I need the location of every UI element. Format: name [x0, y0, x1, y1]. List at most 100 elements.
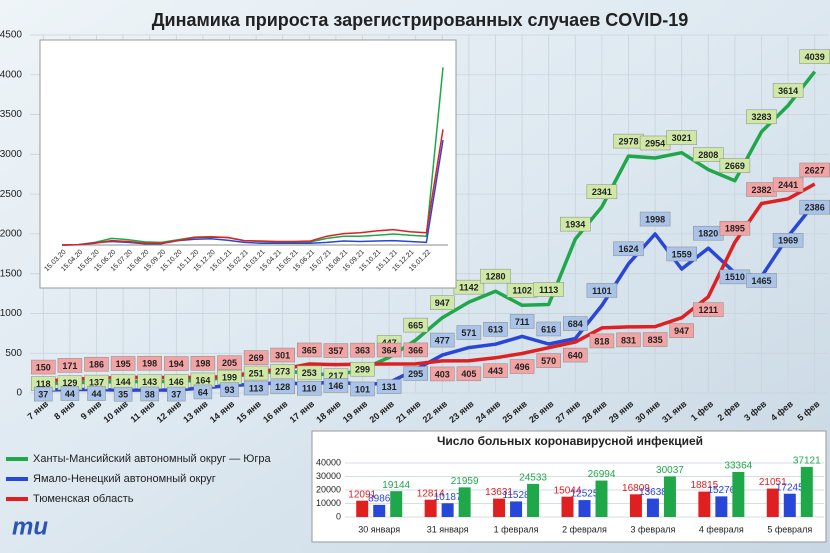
- data-label: 12814: [417, 488, 445, 499]
- data-label: 405: [461, 369, 476, 379]
- data-label-box: [563, 347, 588, 363]
- data-label-box: [57, 358, 83, 373]
- bar: [698, 491, 711, 517]
- data-label-box: [60, 386, 80, 401]
- x-tick-label: 5 февраля: [767, 524, 812, 534]
- data-label-box: [586, 184, 618, 200]
- data-label: 364: [382, 345, 397, 355]
- data-label: 137: [89, 377, 104, 387]
- data-label: 37: [38, 389, 48, 399]
- data-label-box: [323, 343, 349, 358]
- data-label: 251: [249, 368, 264, 378]
- data-label-box: [642, 332, 668, 347]
- bar: [373, 504, 386, 517]
- data-label: 2341: [592, 187, 612, 197]
- data-label: 146: [169, 377, 184, 387]
- data-label-box: [772, 83, 804, 98]
- data-label-box: [746, 273, 777, 288]
- data-label: 129: [62, 378, 77, 388]
- data-label: 269: [249, 353, 264, 363]
- data-label-box: [87, 386, 106, 401]
- y-tick-label: 4500: [0, 30, 22, 41]
- logo: mu: [12, 513, 48, 540]
- data-label: 477: [435, 335, 450, 345]
- data-label: 128: [275, 382, 290, 392]
- data-label-box: [190, 355, 216, 371]
- data-label: 171: [62, 361, 77, 371]
- x-tick-label: 4 февраля: [699, 524, 744, 534]
- bar: [732, 471, 745, 517]
- data-label-box: [480, 268, 511, 284]
- legend-label: Ханты-Мансийский автономный округ — Югра: [33, 453, 272, 465]
- data-label-box: [639, 211, 671, 227]
- y-tick-label: 1000: [0, 308, 22, 319]
- data-label: 13631: [485, 487, 513, 498]
- data-label: 947: [674, 326, 689, 336]
- data-label-box: [323, 378, 349, 393]
- x-tick-label: 30 января: [358, 524, 400, 534]
- bar-chart-title: Число больных коронавирусной инфекцией: [437, 434, 703, 448]
- data-label: 684: [568, 319, 583, 329]
- data-label: 363: [355, 345, 370, 355]
- data-label-box: [270, 347, 295, 363]
- data-label-box: [350, 381, 375, 397]
- data-label-box: [217, 355, 242, 370]
- data-label: 1142: [459, 283, 479, 293]
- data-label: 217: [328, 371, 343, 381]
- data-label-box: [456, 325, 482, 340]
- bar: [595, 480, 608, 517]
- data-label: 665: [408, 320, 423, 330]
- data-label-box: [616, 332, 641, 348]
- data-label: 110: [302, 384, 317, 394]
- series-line: [61, 139, 444, 246]
- data-label-box: [536, 321, 561, 337]
- data-label: 19144: [382, 480, 410, 491]
- data-label-box: [536, 353, 561, 368]
- data-label: 199: [222, 373, 237, 383]
- data-label: 947: [435, 298, 450, 308]
- data-label-box: [164, 356, 189, 371]
- data-label: 273: [275, 367, 290, 377]
- data-label: 101: [355, 384, 370, 394]
- bar: [629, 494, 642, 517]
- bar: [561, 496, 574, 517]
- data-label-box: [34, 386, 53, 402]
- data-label: 1820: [698, 229, 718, 239]
- data-label-box: [376, 379, 402, 394]
- data-label-box: [297, 342, 322, 358]
- data-label: 366: [408, 345, 423, 355]
- data-label-box: [483, 321, 508, 337]
- data-label-box: [113, 386, 133, 402]
- data-label: 570: [541, 356, 556, 366]
- data-label: 18815: [690, 480, 718, 491]
- data-label: 21051: [759, 477, 787, 488]
- bar: [356, 500, 369, 517]
- data-label: 1624: [618, 244, 638, 254]
- data-label-box: [110, 356, 136, 371]
- data-label: 299: [355, 365, 370, 375]
- data-label: 164: [195, 375, 210, 385]
- data-label: 1969: [778, 236, 798, 246]
- data-label: 194: [169, 359, 184, 369]
- data-label: 8986: [368, 494, 391, 505]
- data-label: 2386: [805, 203, 825, 213]
- y-tick-label: 2000: [0, 229, 22, 240]
- chart-title: Динамика прироста зарегистрированных слу…: [152, 10, 689, 30]
- bar: [441, 503, 454, 517]
- data-label-box: [270, 379, 295, 395]
- bar: [800, 466, 813, 517]
- data-label-box: [350, 342, 375, 358]
- data-label: 616: [541, 324, 556, 334]
- data-label-box: [613, 241, 644, 257]
- inset-frame: [39, 39, 457, 289]
- data-label: 4039: [805, 52, 825, 62]
- y-tick-label: 0: [16, 388, 22, 399]
- data-label: 35: [118, 390, 128, 400]
- data-label-box: [137, 355, 162, 371]
- data-label-box: [403, 317, 428, 333]
- bar: [715, 496, 728, 517]
- data-label: 1113: [539, 285, 558, 295]
- data-label: 205: [222, 358, 237, 368]
